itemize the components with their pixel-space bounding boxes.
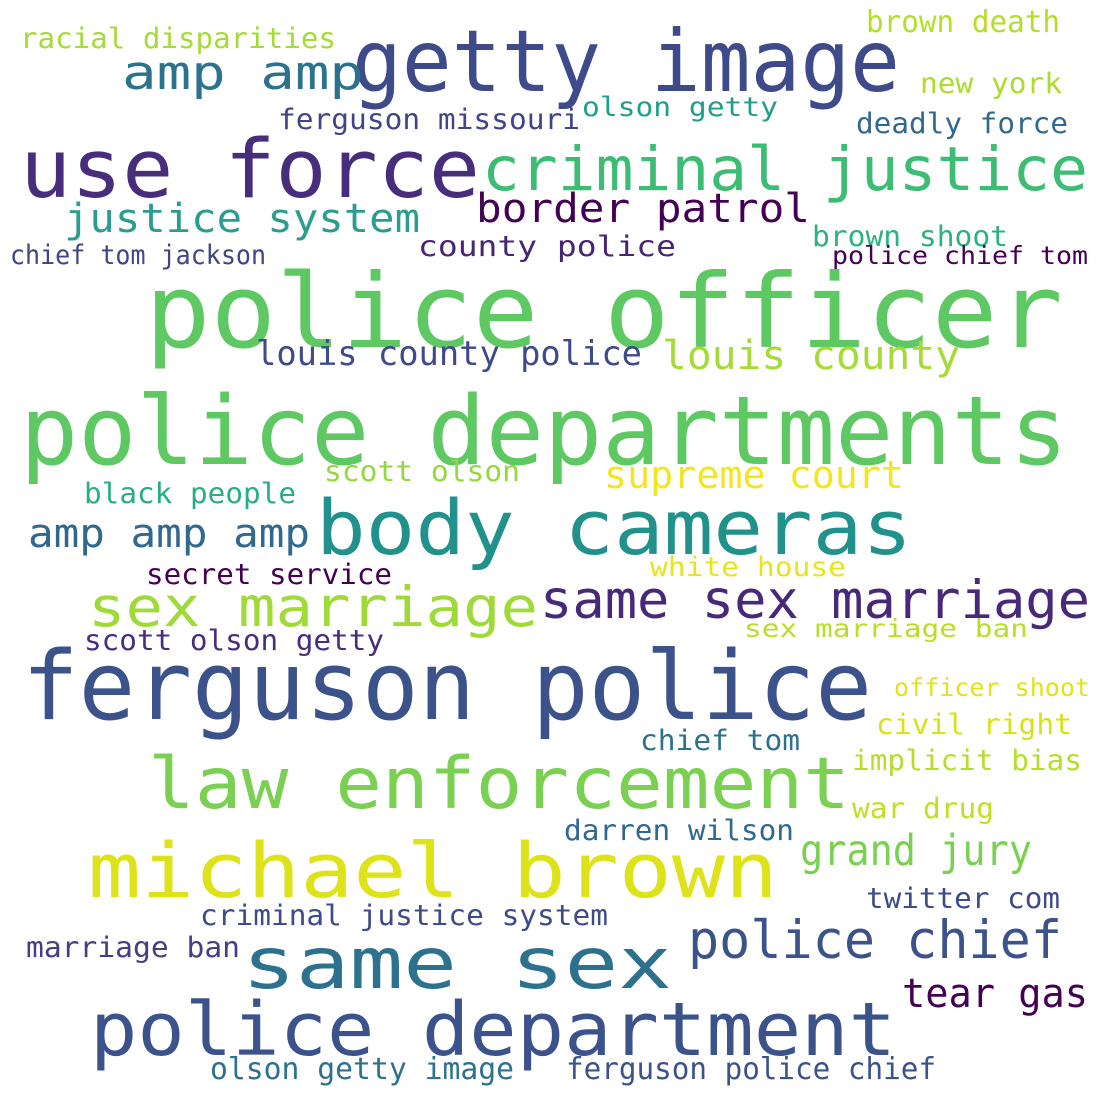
word-louis-county: louis county	[662, 333, 961, 379]
word-same-sex: same sex	[242, 922, 673, 1005]
word-amp-amp-amp: amp amp amp	[28, 511, 311, 557]
word-supreme-court: supreme court	[604, 453, 905, 497]
word-white-house: white house	[650, 552, 847, 583]
word-ferguson-police: ferguson police	[22, 632, 873, 742]
word-secret-service: secret service	[146, 558, 393, 591]
word-olson-getty-image: olson getty image	[210, 1052, 515, 1087]
word-sex-marriage: sex marriage	[88, 575, 539, 639]
word-scott-olson: scott olson	[324, 455, 521, 488]
word-use-force: use force	[20, 123, 481, 217]
word-twitter-com: twitter com	[866, 882, 1061, 915]
word-body-cameras: body cameras	[316, 483, 913, 572]
word-louis-county-police: louis county police	[256, 334, 643, 374]
word-county-police: county police	[418, 230, 677, 263]
word-police-department: police department	[90, 987, 897, 1073]
word-criminal-justice-system: criminal justice system	[200, 899, 609, 932]
word-implicit-bias: implicit bias	[852, 744, 1083, 777]
word-civil-right: civil right	[876, 708, 1073, 741]
word-tear-gas: tear gas	[902, 971, 1089, 1017]
word-marriage-ban: marriage ban	[26, 931, 241, 964]
word-scott-olson-getty: scott olson getty	[84, 624, 385, 657]
word-grand-jury: grand jury	[800, 826, 1033, 876]
word-police-departments: police departments	[20, 377, 1069, 487]
word-chief-tom: chief tom	[640, 724, 801, 757]
word-police-officer: police officer	[145, 253, 1064, 372]
word-justice-system: justice system	[64, 196, 421, 242]
word-same-sex-marriage: same sex marriage	[540, 571, 1091, 631]
word-brown-death: brown death	[866, 5, 1061, 40]
word-darren-wilson: darren wilson	[564, 814, 795, 847]
word-black-people: black people	[84, 477, 297, 510]
word-law-enforcement: law enforcement	[148, 742, 851, 825]
word-deadly-force: deadly force	[856, 107, 1069, 140]
word-war-drug: war drug	[852, 792, 995, 825]
word-amp-amp: amp amp	[122, 46, 365, 101]
word-racial-disparities: racial disparities	[20, 22, 337, 55]
word-criminal-justice: criminal justice	[482, 135, 1089, 205]
word-ferguson-missouri: ferguson missouri	[278, 103, 581, 136]
word-officer-shoot: officer shoot	[894, 673, 1091, 702]
word-olson-getty: olson getty	[582, 92, 779, 123]
word-border-patrol: border patrol	[476, 186, 811, 232]
word-getty-image: getty image	[352, 13, 901, 112]
word-michael-brown: michael brown	[88, 826, 779, 915]
word-chief-tom-jackson: chief tom jackson	[10, 240, 267, 271]
word-new-york: new york	[920, 67, 1063, 100]
word-police-chief: police chief	[688, 911, 1063, 971]
word-brown-shoot: brown shoot	[812, 220, 1009, 253]
word-police-chief-tom: police chief tom	[832, 241, 1089, 270]
word-ferguson-police-chief: ferguson police chief	[566, 1052, 937, 1087]
word-sex-marriage-ban: sex marriage ban	[744, 614, 1029, 643]
